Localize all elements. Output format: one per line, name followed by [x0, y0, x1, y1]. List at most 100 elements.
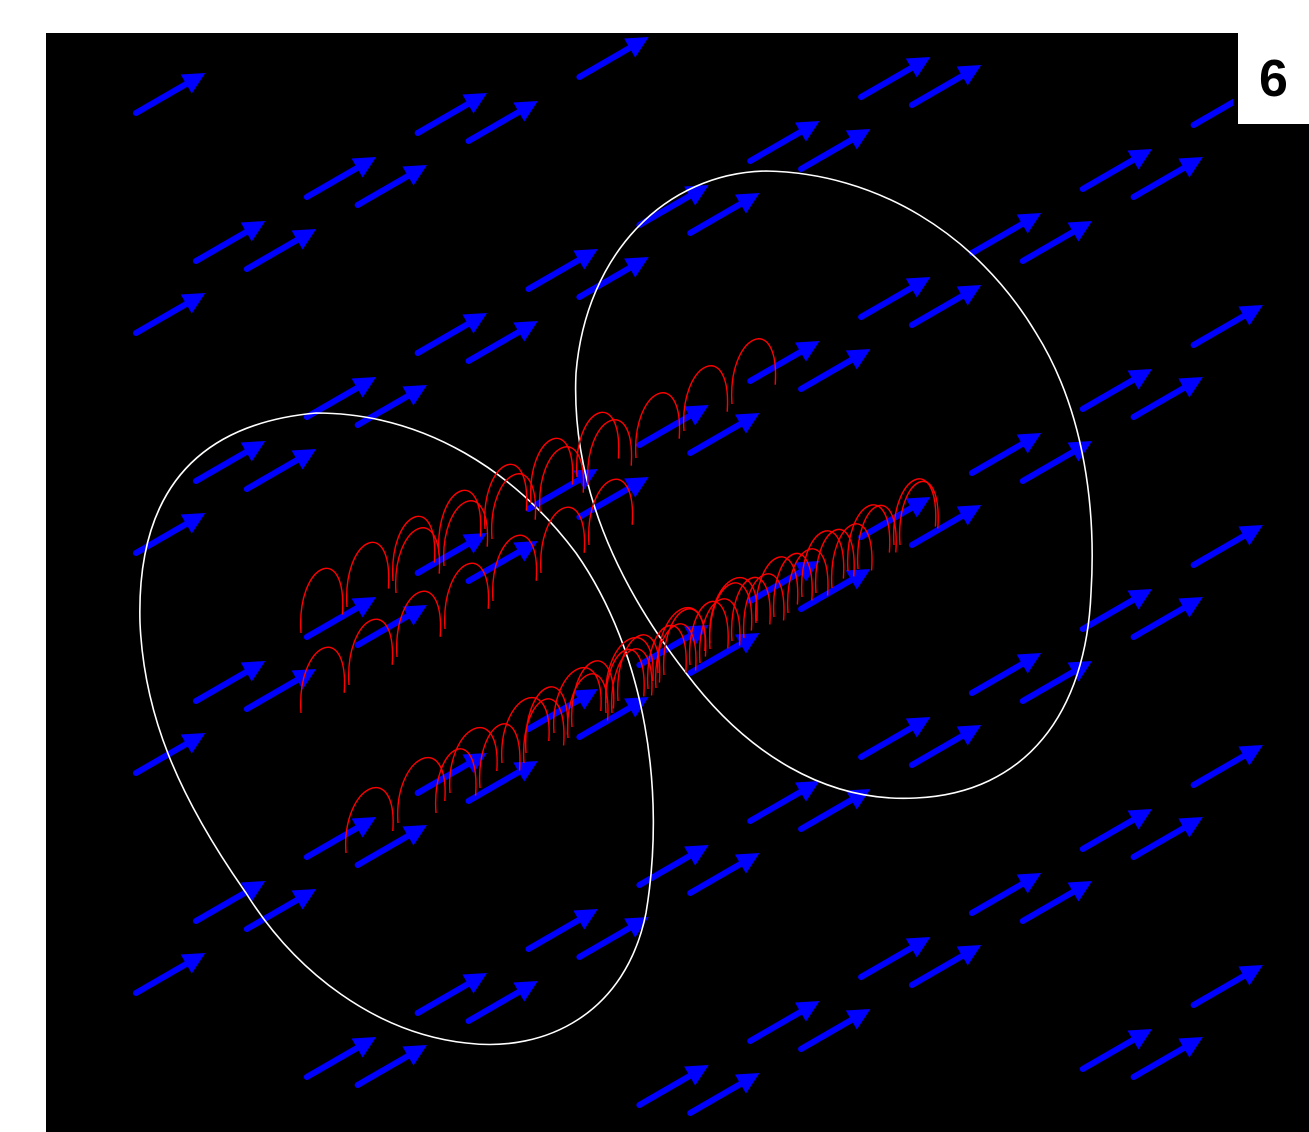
field-arrow-icon	[798, 789, 871, 832]
field-arrow-icon	[908, 65, 982, 108]
field-arrow-icon	[968, 873, 1042, 916]
field-arrow-icon	[133, 733, 206, 776]
field-arrow-icon	[687, 853, 760, 896]
particle-trajectories-layer	[300, 338, 939, 854]
field-arrow-icon	[525, 689, 598, 732]
field-arrow-icon	[908, 725, 982, 768]
field-arrow-icon	[1190, 305, 1263, 348]
field-arrow-icon	[908, 285, 982, 328]
field-arrow-icon	[414, 973, 487, 1016]
field-arrow-icon	[303, 597, 377, 640]
field-arrow-icon	[525, 469, 598, 512]
field-arrow-icon	[243, 229, 317, 272]
field-arrow-icon	[858, 57, 931, 100]
field-arrow-icon	[1079, 1029, 1153, 1072]
left-current-loop	[139, 412, 655, 1046]
field-arrow-icon	[1130, 1037, 1203, 1080]
field-arrow-icon	[636, 845, 709, 888]
field-arrow-icon	[133, 513, 206, 556]
field-arrow-icon	[1079, 149, 1153, 192]
field-arrow-icon	[303, 817, 377, 860]
field-arrow-icon	[414, 533, 487, 576]
field-arrow-icon	[354, 165, 427, 208]
field-arrow-icon	[525, 249, 598, 292]
field-arrow-icon	[303, 157, 377, 200]
field-arrow-icon	[858, 277, 931, 320]
field-arrow-icon	[968, 653, 1042, 696]
field-arrow-icon	[465, 541, 538, 584]
field-arrow-icon	[687, 1073, 760, 1116]
field-arrow-icon	[243, 669, 317, 712]
field-arrow-icon	[465, 321, 538, 364]
field-arrow-icon	[636, 1065, 709, 1108]
field-arrow-icon	[1079, 369, 1153, 412]
field-arrow-icon	[747, 341, 820, 384]
field-arrow-icon	[858, 937, 931, 980]
field-arrow-icon	[798, 129, 871, 172]
field-arrow-icon	[1019, 881, 1093, 924]
field-arrow-icon	[747, 121, 820, 164]
field-arrow-icon	[1019, 661, 1093, 704]
right-current-loop	[574, 170, 1093, 800]
particle-trajectory	[300, 478, 634, 714]
field-arrows-layer	[133, 37, 1263, 1116]
field-arrow-icon	[133, 953, 206, 996]
field-arrow-icon	[193, 661, 266, 704]
field-arrow-icon	[1130, 597, 1203, 640]
field-arrow-icon	[303, 1037, 377, 1080]
current-loops-layer	[139, 170, 1093, 1046]
field-arrow-icon	[465, 761, 538, 804]
field-arrow-icon	[354, 1045, 427, 1088]
field-arrow-icon	[1190, 525, 1263, 568]
field-arrow-icon	[687, 633, 760, 676]
field-arrow-icon	[576, 257, 649, 300]
field-arrow-icon	[858, 717, 931, 760]
field-arrow-icon	[908, 505, 982, 548]
field-arrow-icon	[1190, 745, 1263, 788]
field-arrow-icon	[576, 917, 649, 960]
field-arrow-icon	[243, 889, 317, 932]
field-arrow-icon	[576, 37, 649, 80]
field-arrow-icon	[465, 981, 538, 1024]
field-arrow-icon	[968, 433, 1042, 476]
field-arrow-icon	[193, 221, 266, 264]
field-arrow-icon	[354, 605, 427, 648]
field-arrow-icon	[687, 193, 760, 236]
field-arrow-icon	[133, 73, 206, 116]
field-arrow-icon	[1190, 965, 1263, 1008]
particle-trajectory	[525, 478, 937, 754]
panel-number: 6	[1259, 49, 1288, 108]
field-arrow-icon	[193, 881, 266, 924]
field-arrow-icon	[1130, 377, 1203, 420]
field-arrow-icon	[1130, 157, 1203, 200]
field-arrow-icon	[303, 377, 377, 420]
simulation-viewport	[46, 33, 1309, 1132]
field-arrow-icon	[354, 825, 427, 868]
field-arrow-icon	[747, 1001, 820, 1044]
magnetic-field-scene	[133, 37, 1263, 1116]
field-arrow-icon	[525, 909, 598, 952]
field-arrow-icon	[798, 349, 871, 392]
field-arrow-icon	[354, 385, 427, 428]
field-arrow-icon	[1130, 817, 1203, 860]
field-arrow-icon	[798, 1009, 871, 1052]
particle-trajectory	[300, 411, 620, 634]
field-arrow-icon	[193, 441, 266, 484]
field-arrow-icon	[133, 293, 206, 336]
field-arrow-icon	[1079, 589, 1153, 632]
particle-trajectory	[345, 576, 758, 854]
field-arrow-icon	[465, 101, 538, 144]
field-arrow-icon	[687, 413, 760, 456]
field-arrow-icon	[968, 213, 1042, 256]
field-arrow-icon	[414, 313, 487, 356]
field-arrow-icon	[1019, 441, 1093, 484]
field-arrow-icon	[1079, 809, 1153, 852]
field-arrow-icon	[858, 497, 931, 540]
particle-trajectory	[395, 338, 777, 594]
field-arrow-icon	[747, 781, 820, 824]
field-arrow-icon	[576, 477, 649, 520]
panel-number-badge: 6	[1233, 33, 1309, 129]
field-arrow-icon	[636, 405, 709, 448]
field-arrow-icon	[243, 449, 317, 492]
field-arrow-icon	[908, 945, 982, 988]
